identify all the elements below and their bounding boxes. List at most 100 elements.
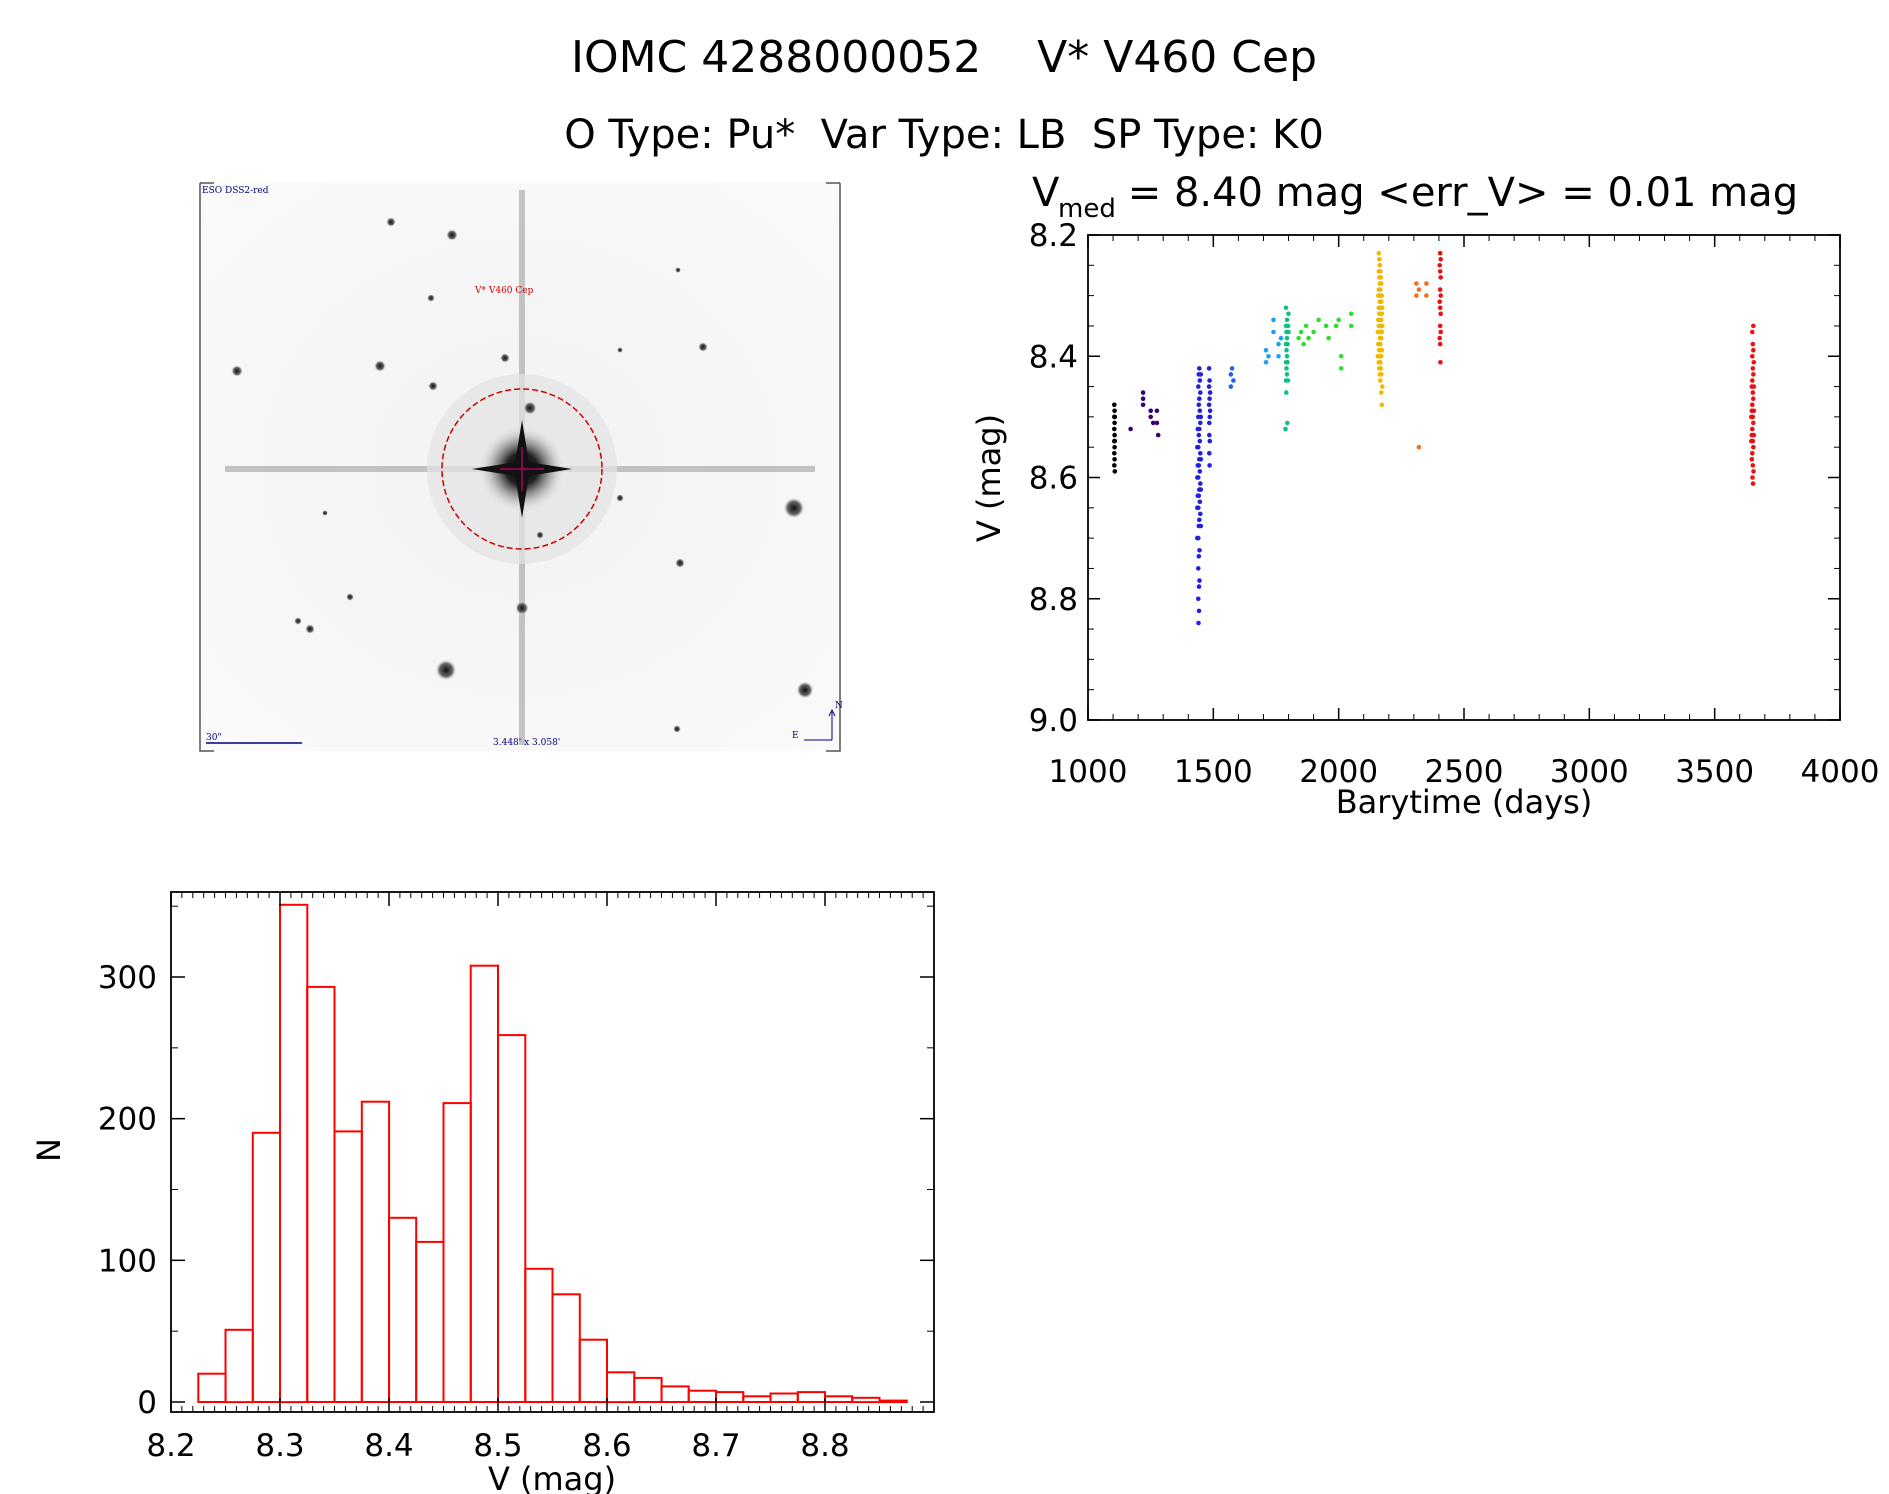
light-curve-point xyxy=(1286,311,1291,317)
light-curve-ylabel: V (mag) xyxy=(970,414,1008,542)
light-curve-point xyxy=(1197,366,1202,371)
light-curve-point xyxy=(1195,505,1200,511)
light-curve-point xyxy=(1198,372,1204,377)
light-curve-point xyxy=(1338,354,1344,359)
histogram-xtick-label: 8.6 xyxy=(582,1428,631,1464)
histogram-xtick-label: 8.3 xyxy=(255,1428,304,1464)
light-curve-point xyxy=(1750,451,1755,456)
light-curve-point xyxy=(1150,420,1156,426)
field-star xyxy=(796,681,814,699)
light-curve-point xyxy=(1437,341,1443,347)
light-curve-point xyxy=(1112,420,1117,426)
light-curve-ticks: 1000 1500 2000 2500 3000 3500 4000 8.2 8.4 8.6 8.8… xyxy=(1029,218,1880,790)
light-curve-point xyxy=(1750,426,1755,432)
light-curve-point xyxy=(1438,360,1443,365)
light-curve-point xyxy=(1437,305,1443,311)
light-curve-point xyxy=(1195,493,1201,499)
light-curve-plot: V med = 8.40 mag <err_V> = 0.01 mag 1000… xyxy=(970,170,1879,821)
light-curve-point xyxy=(1198,487,1204,492)
field-star xyxy=(374,360,386,372)
light-curve-point xyxy=(1196,608,1202,614)
light-curve-title-sub: med xyxy=(1058,194,1116,224)
compass-arrows xyxy=(804,708,836,741)
light-curve-point xyxy=(1285,341,1290,347)
light-curve-point xyxy=(1750,475,1755,480)
field-star xyxy=(500,353,510,363)
light-curve-point xyxy=(1271,317,1276,323)
light-curve-point xyxy=(1283,305,1289,311)
light-curve-point xyxy=(1326,335,1331,341)
histogram-bar xyxy=(851,1396,881,1404)
light-curve-point xyxy=(1284,372,1290,377)
light-curve-xtick-label: 2000 xyxy=(1299,754,1378,790)
light-curve-point xyxy=(1437,299,1442,305)
field-star xyxy=(446,229,458,241)
field-star xyxy=(427,294,435,302)
histogram-bar xyxy=(606,1371,636,1404)
light-curve-point xyxy=(1207,451,1212,456)
figure-title: IOMC 4288000052 V* V460 Cep xyxy=(571,32,1317,83)
histogram-bar xyxy=(224,1328,254,1404)
field-star xyxy=(428,381,438,391)
histogram-xtick-label: 8.8 xyxy=(800,1428,849,1464)
light-curve-point xyxy=(1376,341,1381,347)
light-curve-point xyxy=(1197,438,1203,444)
light-curve-point xyxy=(1379,329,1385,335)
light-curve-point xyxy=(1749,438,1754,444)
figure-subtitle: O Type: Pu* Var Type: LB SP Type: K0 xyxy=(564,112,1324,158)
finder-chart: ESO DSS2-red V* V460 Cep 30" 3.448' x 3.… xyxy=(199,182,843,752)
light-curve-point xyxy=(1376,293,1381,298)
light-curve-point xyxy=(1197,548,1202,553)
light-curve-point xyxy=(1750,463,1756,468)
scale-label: 30" xyxy=(206,733,222,743)
light-curve-point xyxy=(1196,566,1201,571)
light-curve-point xyxy=(1378,378,1383,383)
histogram-bars xyxy=(197,903,908,1404)
field-star xyxy=(386,217,396,227)
light-curve-point xyxy=(1207,432,1212,438)
light-curve-xtick-label: 1500 xyxy=(1174,754,1253,790)
light-curve-title-rest: = 8.40 mag <err_V> = 0.01 mag xyxy=(1115,170,1798,216)
field-star xyxy=(616,494,624,502)
light-curve-point xyxy=(1751,347,1756,353)
light-curve-point xyxy=(1348,311,1354,317)
light-curve-point xyxy=(1380,384,1385,389)
light-curve-point xyxy=(1751,360,1757,365)
light-curve-point xyxy=(1112,426,1117,432)
light-curve-point xyxy=(1379,390,1384,395)
histogram-bar xyxy=(197,1372,227,1403)
light-curve-point xyxy=(1379,335,1384,341)
light-curve-point xyxy=(1195,444,1200,450)
light-curve-point xyxy=(1378,366,1384,371)
histogram-ylabel: N xyxy=(30,1138,68,1162)
light-curve-point xyxy=(1437,335,1442,341)
histogram-bar xyxy=(388,1216,418,1404)
histogram-bar xyxy=(251,1131,282,1404)
light-curve-point xyxy=(1750,481,1756,486)
light-curve-point xyxy=(1195,535,1200,541)
finder-frame-right xyxy=(826,182,841,752)
light-curve-point xyxy=(1438,257,1443,262)
histogram-xtick-label: 8.7 xyxy=(691,1428,740,1464)
field-star xyxy=(673,725,681,733)
light-curve-point xyxy=(1140,390,1146,395)
light-curve-point xyxy=(1749,457,1755,462)
histogram-xtick-label: 8.4 xyxy=(364,1428,413,1464)
histogram-bar xyxy=(333,1130,363,1404)
light-curve-xlabel: Barytime (days) xyxy=(1336,783,1593,821)
light-curve-point xyxy=(1154,408,1160,414)
histogram-bar xyxy=(415,1240,445,1404)
light-curve-point xyxy=(1197,469,1203,474)
light-curve-point xyxy=(1112,402,1117,408)
light-curve-ytick-label: 8.8 xyxy=(1029,582,1078,618)
light-curve-point xyxy=(1437,287,1443,292)
light-curve-point xyxy=(1285,360,1290,365)
light-curve-point xyxy=(1438,329,1443,335)
light-curve-point xyxy=(1112,408,1117,414)
light-curve-point xyxy=(1416,444,1422,450)
light-curve-point xyxy=(1377,257,1382,262)
light-curve-point xyxy=(1195,463,1201,468)
light-curve-point xyxy=(1286,329,1291,335)
